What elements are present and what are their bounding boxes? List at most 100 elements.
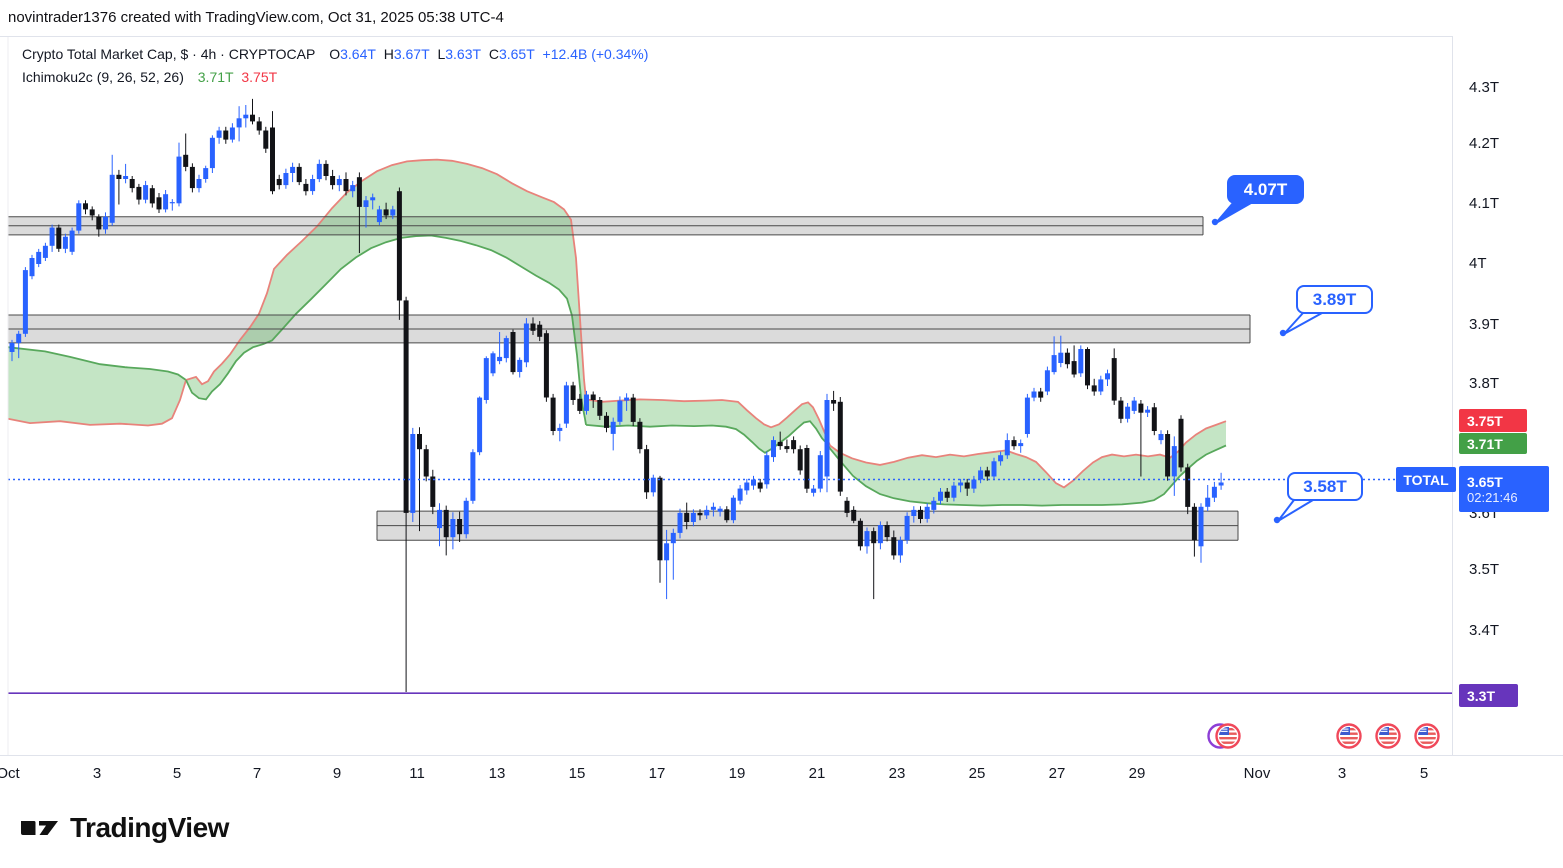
price-callout[interactable]: 3.58T: [1287, 472, 1363, 501]
candle: [350, 185, 356, 192]
candle: [557, 427, 563, 431]
candle: [791, 440, 797, 450]
time-axis[interactable]: Oct 3 5 7 9 11 13 15 17 19 21 23 25 27 29 Nov 3 5: [0, 755, 1563, 792]
time-tick: 17: [648, 765, 666, 782]
candle: [1064, 352, 1070, 365]
candle: [383, 209, 389, 216]
ichimoku-senkou-b-value: 3.75T: [241, 69, 278, 85]
candle: [951, 485, 957, 498]
candle: [96, 216, 102, 230]
price-label-box: 3.71T: [1459, 433, 1527, 454]
candle: [670, 532, 676, 544]
candle: [604, 415, 609, 428]
candle: [864, 531, 870, 547]
candle: [904, 515, 910, 541]
candle: [704, 509, 710, 516]
candle: [1011, 440, 1017, 447]
price-tick: 4.3T: [1469, 79, 1500, 96]
candle: [310, 179, 316, 192]
candle: [1111, 358, 1117, 401]
time-tick: 11: [409, 765, 425, 782]
ichimoku-senkou-a-value: 3.71T: [197, 69, 234, 85]
price-callout[interactable]: 4.07T: [1227, 175, 1304, 204]
candle: [503, 338, 509, 359]
candle: [156, 197, 162, 210]
candle: [811, 488, 817, 493]
candle: [1058, 352, 1064, 363]
candle: [430, 476, 436, 507]
us-flag-icon: [1375, 723, 1401, 749]
candle: [1085, 349, 1090, 386]
candle: [42, 245, 48, 258]
candle: [376, 209, 382, 223]
candle: [570, 385, 576, 400]
price-label-box: 3.65T 02:21:46: [1459, 466, 1549, 512]
candle: [283, 173, 289, 186]
callout-anchor-dot: [1279, 329, 1287, 337]
price-axis[interactable]: 4.3T 4.2T 4.1T 4T 3.9T 3.8T 3.6T 3.5T 3.4T 3.75T 3…: [1452, 36, 1563, 755]
candle: [390, 209, 396, 216]
candle: [1125, 406, 1131, 419]
candle: [163, 194, 169, 210]
candle: [9, 342, 15, 352]
candle: [584, 394, 589, 411]
candle: [1185, 467, 1191, 507]
price-callout[interactable]: 3.89T: [1296, 285, 1373, 314]
candle: [590, 394, 596, 400]
candle: [998, 455, 1004, 462]
candle: [931, 500, 937, 510]
time-tick: 5: [172, 765, 182, 782]
tradingview-logo[interactable]: TradingView: [20, 812, 229, 844]
candle: [510, 332, 516, 373]
candle: [918, 509, 923, 519]
candle: [884, 525, 890, 538]
candle: [263, 130, 269, 149]
candle: [637, 421, 643, 450]
candle: [1145, 409, 1151, 413]
candle: [29, 258, 35, 277]
candle: [764, 455, 770, 485]
ohlc-high: H3.67T: [383, 46, 430, 62]
candle: [1098, 379, 1104, 392]
senkou-line: [7, 379, 187, 427]
candle: [1091, 385, 1097, 392]
candle: [991, 461, 997, 477]
candle: [757, 482, 763, 489]
candle: [149, 188, 155, 204]
candle: [958, 482, 964, 486]
candle: [276, 179, 282, 186]
candle: [403, 300, 409, 513]
candle: [243, 114, 249, 119]
time-tick: 13: [488, 765, 506, 782]
candle: [437, 509, 442, 529]
candle: [423, 449, 429, 477]
ohlc-open: O3.64T: [329, 46, 376, 62]
price-tick: 3.8T: [1469, 375, 1500, 392]
candle: [817, 455, 823, 489]
candle: [290, 166, 296, 173]
symbol-legend[interactable]: Crypto Total Market Cap, $ · 4h · CRYPTO…: [22, 46, 648, 62]
senkou-line: [829, 420, 1227, 489]
candle: [256, 121, 262, 131]
us-flag-icon: [1414, 723, 1440, 749]
candle: [730, 497, 736, 521]
candle: [216, 130, 222, 138]
candle: [1018, 443, 1024, 447]
candle: [123, 176, 129, 179]
time-tick: Nov: [1243, 765, 1271, 782]
time-tick: 25: [968, 765, 986, 782]
candle: [897, 540, 903, 556]
candle: [677, 512, 683, 533]
price-tick: 3.9T: [1469, 316, 1500, 333]
candle: [136, 186, 142, 200]
candle: [183, 154, 189, 167]
candle: [911, 509, 917, 516]
candle: [16, 333, 22, 343]
indicator-legend[interactable]: Ichimoku2c (9, 26, 52, 26) 3.71T 3.75T: [22, 69, 277, 85]
tradingview-logo-mark: [21, 821, 58, 835]
candle: [363, 200, 369, 207]
time-tick: 15: [568, 765, 586, 782]
candle: [543, 333, 549, 398]
time-tick: 23: [888, 765, 906, 782]
